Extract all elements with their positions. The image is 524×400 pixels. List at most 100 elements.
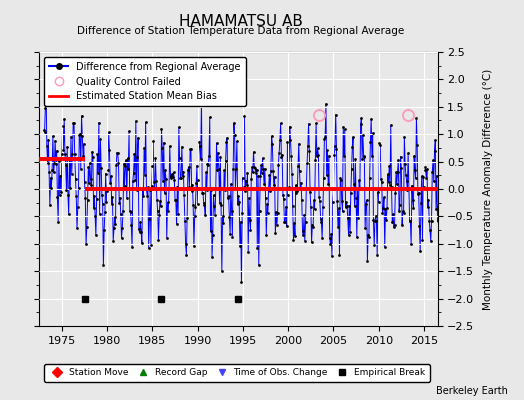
Point bbox=[114, 160, 123, 166]
Point bbox=[395, 208, 403, 214]
Point bbox=[74, 185, 83, 191]
Point bbox=[354, 214, 363, 221]
Point bbox=[203, 161, 212, 167]
Point bbox=[288, 170, 296, 177]
Point bbox=[46, 202, 54, 208]
Point bbox=[286, 124, 294, 130]
Point bbox=[361, 225, 369, 232]
Point bbox=[284, 192, 292, 198]
Point bbox=[217, 268, 226, 274]
Point bbox=[108, 194, 117, 200]
Point bbox=[279, 192, 287, 198]
Point bbox=[169, 169, 178, 176]
Point bbox=[134, 134, 143, 141]
Point bbox=[311, 157, 320, 163]
Point bbox=[196, 156, 205, 162]
Point bbox=[250, 164, 258, 170]
Point bbox=[225, 214, 234, 220]
Point bbox=[83, 224, 91, 230]
Point bbox=[147, 241, 155, 248]
Point bbox=[208, 253, 216, 260]
Point bbox=[166, 143, 174, 149]
Point bbox=[56, 192, 64, 198]
Point bbox=[335, 252, 344, 258]
Point bbox=[71, 151, 79, 157]
Point bbox=[322, 101, 330, 107]
Point bbox=[307, 203, 315, 210]
Point bbox=[317, 219, 325, 226]
Point bbox=[359, 152, 368, 159]
Point bbox=[78, 112, 86, 119]
Point bbox=[60, 116, 69, 122]
Point bbox=[85, 160, 94, 166]
Point bbox=[154, 208, 162, 215]
Point bbox=[129, 169, 138, 176]
Point bbox=[193, 200, 202, 207]
Point bbox=[337, 177, 345, 184]
Text: Difference of Station Temperature Data from Regional Average: Difference of Station Temperature Data f… bbox=[78, 26, 405, 36]
Point bbox=[238, 210, 246, 217]
Point bbox=[243, 170, 252, 176]
Point bbox=[173, 184, 181, 190]
Point bbox=[274, 161, 282, 168]
Point bbox=[342, 199, 351, 205]
Point bbox=[308, 239, 316, 246]
Point bbox=[49, 169, 58, 176]
Point bbox=[191, 213, 199, 220]
Point bbox=[151, 155, 160, 162]
Point bbox=[336, 175, 344, 181]
Point bbox=[140, 144, 148, 151]
Point bbox=[141, 171, 149, 178]
Point bbox=[411, 175, 420, 182]
Point bbox=[296, 186, 304, 192]
Point bbox=[325, 152, 333, 159]
Point bbox=[351, 202, 359, 209]
Point bbox=[56, 173, 64, 179]
Point bbox=[368, 130, 377, 136]
Point bbox=[111, 220, 119, 227]
Point bbox=[249, 148, 258, 155]
Point bbox=[315, 198, 324, 204]
Point bbox=[64, 192, 72, 198]
Point bbox=[303, 160, 311, 167]
Point bbox=[266, 188, 274, 194]
Text: HAMAMATSU AB: HAMAMATSU AB bbox=[179, 14, 303, 29]
Point bbox=[437, 186, 445, 192]
Point bbox=[135, 229, 144, 236]
Point bbox=[169, 173, 177, 180]
Point bbox=[116, 211, 125, 217]
Point bbox=[247, 176, 255, 182]
Point bbox=[314, 151, 323, 158]
Point bbox=[90, 193, 99, 200]
Point bbox=[219, 213, 227, 219]
Point bbox=[178, 172, 187, 179]
Point bbox=[239, 174, 247, 181]
Point bbox=[392, 181, 401, 187]
Point bbox=[421, 164, 430, 170]
Point bbox=[418, 173, 426, 180]
Point bbox=[255, 262, 263, 268]
Point bbox=[337, 198, 346, 204]
Point bbox=[181, 241, 190, 247]
Point bbox=[245, 195, 253, 201]
Point bbox=[305, 148, 313, 154]
Point bbox=[329, 186, 337, 192]
Point bbox=[183, 215, 191, 221]
Point bbox=[168, 171, 176, 177]
Point bbox=[426, 227, 434, 233]
Point bbox=[424, 197, 433, 203]
Point bbox=[96, 136, 105, 142]
Point bbox=[372, 218, 380, 224]
Point bbox=[399, 208, 407, 214]
Point bbox=[420, 184, 428, 190]
Point bbox=[231, 132, 239, 138]
Point bbox=[431, 137, 440, 144]
Point bbox=[80, 179, 89, 186]
Point bbox=[71, 175, 80, 182]
Point bbox=[432, 206, 440, 212]
Point bbox=[193, 162, 201, 169]
Point bbox=[256, 173, 265, 180]
Point bbox=[63, 144, 71, 150]
Point bbox=[318, 235, 326, 241]
Point bbox=[82, 241, 90, 247]
